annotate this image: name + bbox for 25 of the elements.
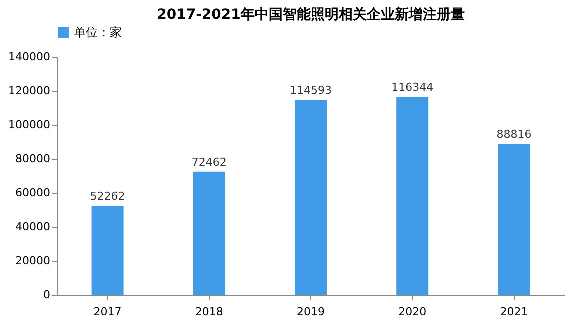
bar [193,172,226,295]
data-label: 52262 [90,190,126,204]
bar [498,144,530,295]
data-label: 116344 [392,81,434,94]
y-tick-label: 60000 [16,186,50,200]
data-label: 72462 [192,156,227,169]
chart-title: 2017-2021年中国智能照明相关企业新增注册量 [157,6,465,23]
bar [295,100,327,295]
y-tick-label: 100000 [8,118,50,132]
x-tick-label: 2018 [195,306,224,318]
x-tick-label: 2021 [500,306,528,318]
y-tick-label: 20000 [16,254,50,268]
y-tick-label: 120000 [8,84,50,98]
x-tick-label: 2019 [297,306,325,318]
data-label: 88816 [496,128,532,142]
y-tick-label: 80000 [16,152,50,166]
y-tick-label: 40000 [16,220,50,234]
legend-label: 单位：家 [74,26,122,40]
x-tick-label: 2020 [398,306,427,318]
y-tick-label: 0 [44,288,50,302]
x-tick-label: 2017 [94,306,122,318]
bar [396,97,429,295]
data-label: 114593 [290,84,332,98]
bar [92,206,124,295]
y-tick-label: 140000 [8,50,50,64]
